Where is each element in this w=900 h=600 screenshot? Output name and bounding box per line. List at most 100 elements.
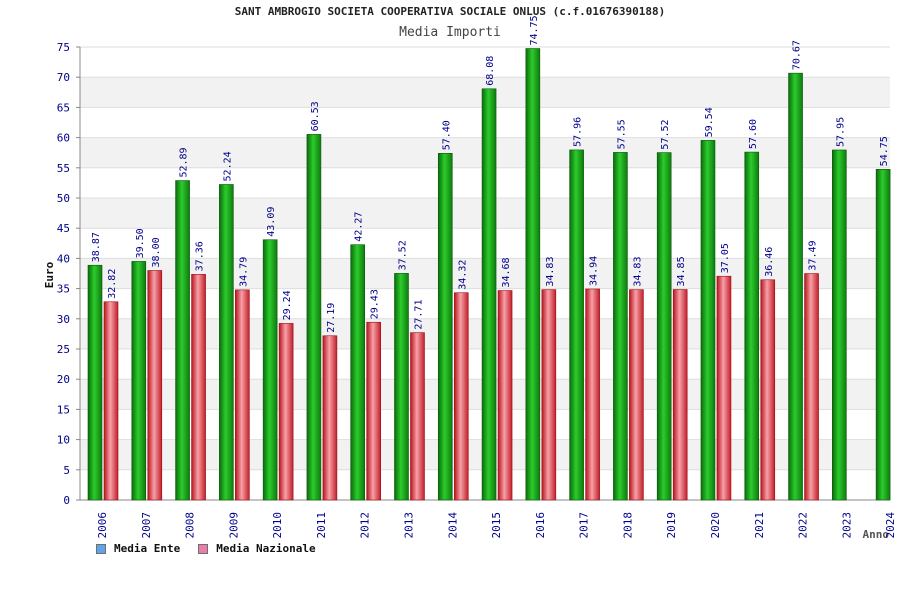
data-label-media-nazionale-2015: 34.68 bbox=[501, 257, 512, 287]
bar-media-nazionale-2008 bbox=[191, 274, 206, 501]
data-label-media-nazionale-2008: 37.36 bbox=[195, 241, 206, 271]
data-label-media-ente-2021: 57.60 bbox=[748, 119, 759, 149]
x-tick-label-2009: 2009 bbox=[227, 512, 240, 539]
bar-media-ente-2024 bbox=[875, 169, 891, 501]
data-label-media-ente-2020: 59.54 bbox=[704, 107, 715, 137]
x-tick-label-2018: 2018 bbox=[621, 512, 634, 539]
x-tick-label-2006: 2006 bbox=[96, 512, 109, 539]
bar-media-ente-2007 bbox=[131, 261, 147, 501]
data-label-media-nazionale-2016: 34.83 bbox=[545, 257, 556, 287]
bar-media-ente-2016 bbox=[525, 48, 541, 501]
data-label-media-ente-2017: 57.96 bbox=[573, 117, 584, 147]
data-label-media-ente-2011: 60.53 bbox=[310, 101, 321, 131]
bar-media-nazionale-2020 bbox=[716, 275, 732, 501]
x-tick-label-2020: 2020 bbox=[709, 512, 722, 539]
data-label-media-ente-2018: 57.55 bbox=[616, 119, 627, 149]
grid-band bbox=[80, 47, 890, 78]
bar-media-ente-2010 bbox=[262, 239, 278, 501]
data-label-media-ente-2014: 57.40 bbox=[441, 120, 452, 150]
y-tick-label: 55 bbox=[57, 162, 70, 175]
y-tick-label: 40 bbox=[57, 252, 70, 265]
y-axis-title: Euro bbox=[43, 261, 56, 288]
bar-media-ente-2019 bbox=[656, 152, 672, 501]
x-tick-label-2013: 2013 bbox=[402, 512, 415, 539]
y-tick-label: 5 bbox=[63, 464, 70, 477]
data-label-media-nazionale-2013: 27.71 bbox=[413, 300, 424, 330]
bar-media-nazionale-2006 bbox=[103, 301, 119, 501]
legend-swatch-media-ente bbox=[96, 543, 106, 554]
x-tick-label-2010: 2010 bbox=[271, 512, 284, 539]
x-tick-label-2014: 2014 bbox=[446, 512, 459, 539]
bar-media-ente-2020 bbox=[700, 140, 716, 501]
y-tick-label: 0 bbox=[63, 494, 70, 507]
data-label-media-ente-2019: 57.52 bbox=[660, 119, 671, 149]
bar-media-nazionale-2014 bbox=[453, 292, 469, 501]
legend-item-media-ente: Media Ente bbox=[96, 542, 180, 555]
bar-media-ente-2018 bbox=[613, 152, 628, 501]
data-label-media-nazionale-2006: 32.82 bbox=[107, 269, 118, 299]
x-tick-label-2024: 2024 bbox=[884, 512, 897, 539]
bar-media-nazionale-2015 bbox=[497, 290, 513, 501]
data-label-media-nazionale-2009: 34.79 bbox=[238, 257, 249, 287]
x-tick-label-2008: 2008 bbox=[184, 512, 197, 539]
bar-media-ente-2009 bbox=[219, 184, 234, 501]
data-label-media-nazionale-2007: 38.00 bbox=[151, 237, 162, 267]
bar-media-nazionale-2016 bbox=[541, 289, 557, 501]
data-label-media-nazionale-2012: 29.43 bbox=[370, 289, 381, 319]
y-tick-label: 75 bbox=[57, 41, 70, 54]
x-tick-label-2023: 2023 bbox=[840, 512, 853, 539]
y-tick-label: 35 bbox=[57, 283, 70, 296]
y-tick-label: 15 bbox=[57, 403, 70, 416]
data-label-media-ente-2007: 39.50 bbox=[135, 228, 146, 258]
bar-media-nazionale-2013 bbox=[410, 332, 425, 501]
bar-media-nazionale-2009 bbox=[235, 289, 250, 501]
legend-swatch-media-nazionale bbox=[198, 543, 209, 554]
legend-label-media-nazionale: Media Nazionale bbox=[216, 542, 316, 555]
data-label-media-ente-2008: 52.89 bbox=[179, 147, 190, 177]
data-label-media-ente-2009: 52.24 bbox=[222, 151, 233, 181]
x-tick-label-2017: 2017 bbox=[578, 512, 591, 539]
data-label-media-nazionale-2014: 34.32 bbox=[457, 260, 468, 290]
bar-media-ente-2022 bbox=[788, 72, 803, 501]
bar-media-ente-2006 bbox=[87, 264, 103, 501]
y-tick-label: 30 bbox=[57, 313, 70, 326]
x-axis-title: Anno bbox=[863, 528, 890, 541]
y-tick-label: 25 bbox=[57, 343, 70, 356]
legend-label-media-ente: Media Ente bbox=[114, 542, 181, 555]
bar-media-nazionale-2021 bbox=[760, 279, 776, 501]
x-tick-label-2012: 2012 bbox=[359, 512, 372, 539]
x-tick-label-2019: 2019 bbox=[665, 512, 678, 539]
y-tick-label: 20 bbox=[57, 373, 70, 386]
data-label-media-nazionale-2020: 37.05 bbox=[720, 243, 731, 273]
data-label-media-nazionale-2011: 27.19 bbox=[326, 303, 337, 333]
legend: Media Ente Media Nazionale bbox=[96, 542, 334, 555]
bar-media-ente-2021 bbox=[744, 151, 760, 501]
data-label-media-ente-2013: 37.52 bbox=[397, 240, 408, 270]
data-label-media-ente-2012: 42.27 bbox=[354, 212, 365, 242]
bar-media-nazionale-2012 bbox=[366, 321, 382, 501]
y-tick-label: 50 bbox=[57, 192, 70, 205]
x-tick-label-2015: 2015 bbox=[490, 512, 503, 539]
bar-media-nazionale-2018 bbox=[629, 289, 644, 501]
bar-media-ente-2015 bbox=[481, 88, 497, 501]
data-label-media-nazionale-2021: 36.46 bbox=[764, 247, 775, 277]
bar-media-nazionale-2017 bbox=[585, 288, 600, 501]
data-label-media-ente-2022: 70.67 bbox=[792, 40, 803, 70]
legend-item-media-nazionale: Media Nazionale bbox=[198, 542, 316, 555]
y-tick-label: 10 bbox=[57, 434, 70, 447]
x-tick-label-2022: 2022 bbox=[797, 512, 810, 539]
data-label-media-ente-2016: 74.75 bbox=[529, 15, 540, 45]
bar-media-nazionale-2022 bbox=[804, 273, 819, 501]
data-label-media-nazionale-2018: 34.83 bbox=[632, 257, 643, 287]
data-label-media-ente-2010: 43.09 bbox=[266, 207, 277, 237]
bar-media-ente-2023 bbox=[832, 149, 847, 501]
data-label-media-nazionale-2022: 37.49 bbox=[808, 240, 819, 270]
bar-media-ente-2012 bbox=[350, 244, 366, 501]
bar-media-nazionale-2007 bbox=[147, 270, 163, 501]
data-label-media-nazionale-2017: 34.94 bbox=[589, 256, 600, 286]
bar-media-nazionale-2019 bbox=[672, 289, 688, 501]
x-tick-label-2011: 2011 bbox=[315, 512, 328, 539]
x-tick-label-2016: 2016 bbox=[534, 512, 547, 539]
